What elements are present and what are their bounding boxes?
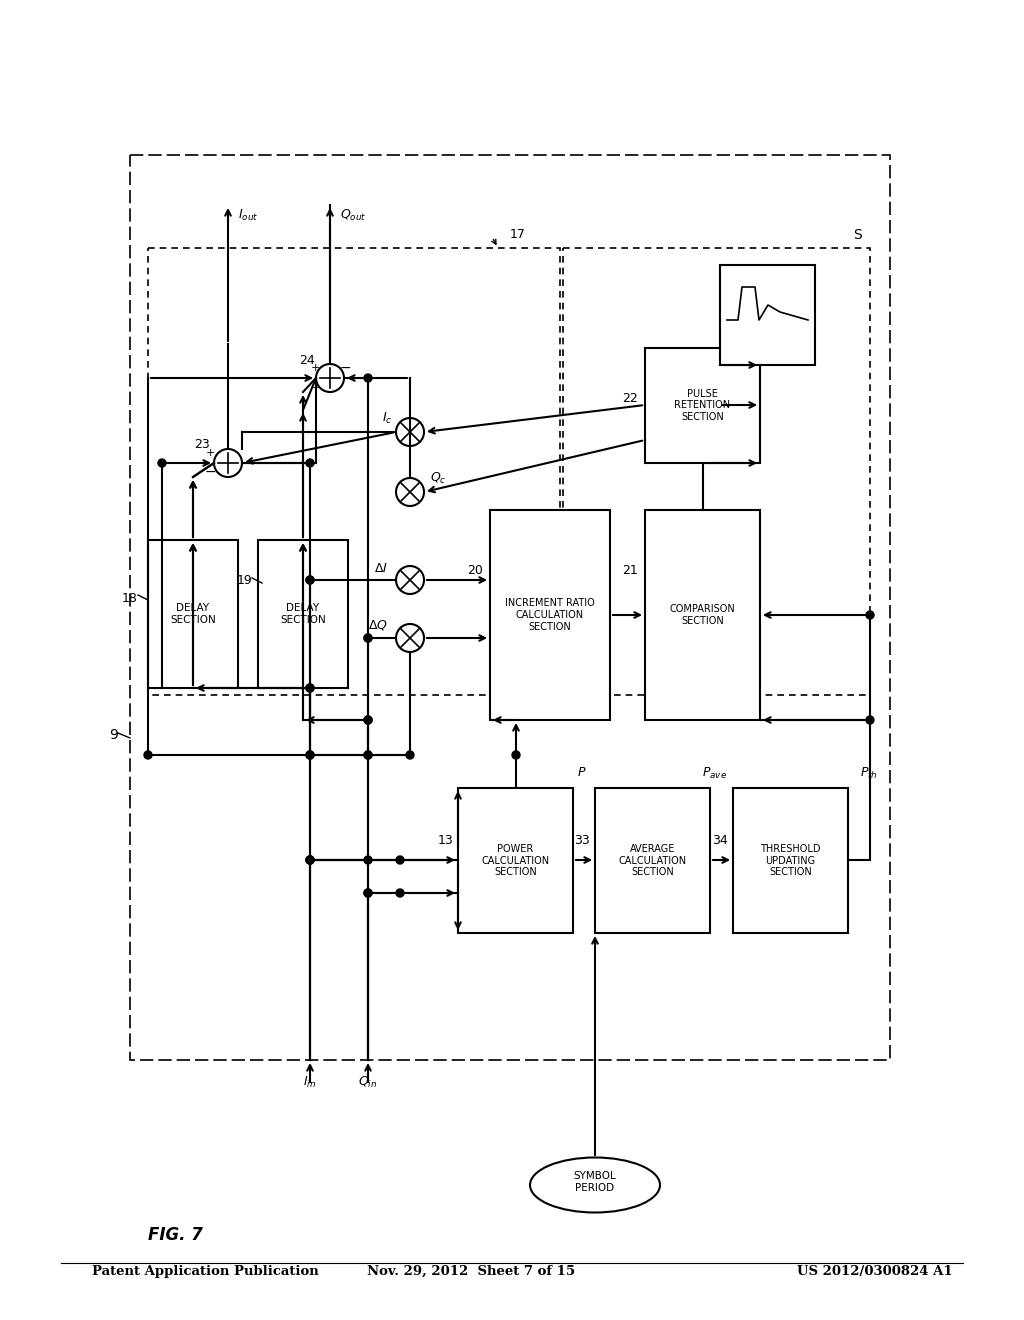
Circle shape — [512, 751, 520, 759]
Text: 33: 33 — [574, 833, 590, 846]
Text: 22: 22 — [623, 392, 638, 404]
Text: +: + — [206, 447, 215, 458]
Text: 18: 18 — [122, 591, 138, 605]
Circle shape — [306, 751, 314, 759]
Text: AVERAGE
CALCULATION
SECTION: AVERAGE CALCULATION SECTION — [618, 843, 686, 876]
Text: 21: 21 — [623, 564, 638, 577]
Text: $P_{ave}$: $P_{ave}$ — [701, 766, 727, 780]
Circle shape — [396, 888, 404, 898]
Text: 9: 9 — [110, 729, 118, 742]
Text: 34: 34 — [713, 833, 728, 846]
Text: 20: 20 — [467, 564, 483, 577]
Circle shape — [306, 855, 314, 865]
Circle shape — [364, 715, 372, 723]
Text: INCREMENT RATIO
CALCULATION
SECTION: INCREMENT RATIO CALCULATION SECTION — [505, 598, 595, 631]
Text: COMPARISON
SECTION: COMPARISON SECTION — [670, 605, 735, 626]
Circle shape — [364, 751, 372, 759]
Text: 13: 13 — [437, 833, 453, 846]
FancyBboxPatch shape — [733, 788, 848, 933]
Text: DELAY
SECTION: DELAY SECTION — [281, 603, 326, 624]
Text: DELAY
SECTION: DELAY SECTION — [170, 603, 216, 624]
Text: Nov. 29, 2012  Sheet 7 of 15: Nov. 29, 2012 Sheet 7 of 15 — [367, 1265, 575, 1278]
Circle shape — [306, 855, 314, 865]
Circle shape — [306, 576, 314, 583]
FancyBboxPatch shape — [645, 348, 760, 463]
Text: $I_{in}$: $I_{in}$ — [303, 1074, 316, 1089]
Circle shape — [306, 684, 314, 692]
Circle shape — [866, 715, 874, 723]
Text: $I_c$: $I_c$ — [382, 411, 392, 425]
FancyBboxPatch shape — [458, 788, 573, 933]
Circle shape — [364, 634, 372, 642]
Text: S: S — [853, 228, 862, 242]
Text: $\Delta Q$: $\Delta Q$ — [368, 618, 388, 632]
Text: −: − — [204, 465, 216, 479]
Circle shape — [406, 751, 414, 759]
Circle shape — [306, 855, 314, 865]
Text: SYMBOL
PERIOD: SYMBOL PERIOD — [573, 1171, 616, 1193]
Text: 24: 24 — [299, 354, 315, 367]
Text: $\Delta I$: $\Delta I$ — [374, 561, 388, 574]
Circle shape — [396, 855, 404, 865]
Text: +: + — [310, 363, 319, 374]
Text: FIG. 7: FIG. 7 — [148, 1226, 203, 1243]
Text: −: − — [339, 360, 351, 375]
Circle shape — [364, 715, 372, 723]
Circle shape — [364, 374, 372, 381]
FancyBboxPatch shape — [595, 788, 710, 933]
Text: 19: 19 — [237, 573, 252, 586]
Circle shape — [364, 751, 372, 759]
Text: THRESHOLD
UPDATING
SECTION: THRESHOLD UPDATING SECTION — [760, 843, 821, 876]
Text: 23: 23 — [195, 438, 210, 451]
Circle shape — [158, 459, 166, 467]
Circle shape — [144, 751, 152, 759]
Circle shape — [364, 855, 372, 865]
Text: +: + — [310, 383, 319, 393]
Circle shape — [306, 684, 314, 692]
Text: P: P — [578, 767, 585, 780]
Circle shape — [306, 751, 314, 759]
Circle shape — [306, 576, 314, 583]
Circle shape — [364, 634, 372, 642]
Circle shape — [364, 888, 372, 898]
FancyBboxPatch shape — [490, 510, 610, 719]
FancyBboxPatch shape — [258, 540, 348, 688]
Text: PULSE
RETENTION
SECTION: PULSE RETENTION SECTION — [675, 389, 730, 422]
Text: 17: 17 — [510, 228, 526, 242]
Circle shape — [306, 459, 314, 467]
Circle shape — [866, 611, 874, 619]
Text: $I_{out}$: $I_{out}$ — [238, 207, 258, 223]
Text: $P_{th}$: $P_{th}$ — [860, 766, 878, 780]
Text: POWER
CALCULATION
SECTION: POWER CALCULATION SECTION — [481, 843, 550, 876]
Text: $Q_{in}$: $Q_{in}$ — [358, 1074, 378, 1089]
FancyBboxPatch shape — [148, 540, 238, 688]
Text: US 2012/0300824 A1: US 2012/0300824 A1 — [797, 1265, 952, 1278]
Text: $Q_c$: $Q_c$ — [430, 470, 446, 486]
Text: Patent Application Publication: Patent Application Publication — [92, 1265, 318, 1278]
Circle shape — [364, 888, 372, 898]
FancyBboxPatch shape — [645, 510, 760, 719]
Text: $Q_{out}$: $Q_{out}$ — [340, 207, 367, 223]
FancyBboxPatch shape — [720, 265, 815, 366]
